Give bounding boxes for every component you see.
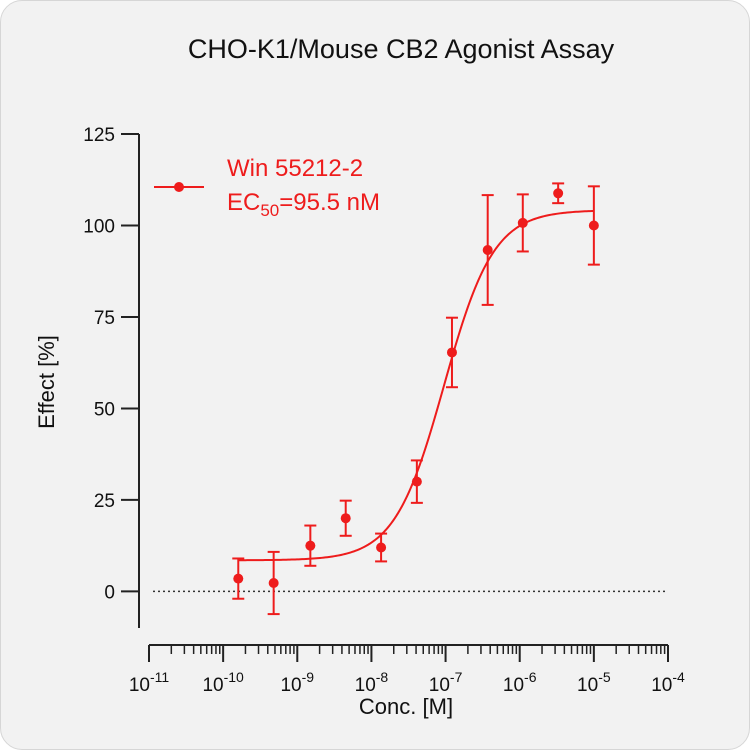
x-tick-exponent: -5 [598, 669, 611, 685]
x-tick-label: 10-5 [577, 669, 611, 696]
x-tick-label: 10-9 [280, 669, 314, 696]
y-tick-label: 100 [83, 216, 115, 237]
x-tick-label: 10-10 [202, 669, 244, 696]
ec50-prefix: EC [227, 189, 260, 216]
x-tick-label: 10-8 [355, 669, 389, 696]
data-points [233, 188, 599, 588]
x-axis: 10-11 10-10 10-9 10-8 10-7 10-6 10-5 10-4 [129, 644, 685, 696]
x-tick-base: 10 [202, 675, 223, 696]
y-tick-label: 0 [104, 582, 115, 603]
data-point [553, 188, 564, 199]
data-point [268, 577, 279, 588]
y-axis-label: Effect [%] [34, 335, 59, 429]
x-tick-label: 10-4 [651, 669, 685, 696]
x-tick-exponent: -9 [302, 669, 315, 685]
x-tick-base: 10 [651, 675, 672, 696]
x-tick-base: 10 [129, 675, 150, 696]
x-tick-label: 10-7 [429, 669, 463, 696]
ec50-subscript: 50 [260, 201, 279, 220]
x-tick-exponent: -7 [450, 669, 463, 685]
x-axis-label: Conc. [M] [359, 694, 453, 719]
data-point [446, 347, 457, 358]
data-point [482, 244, 493, 255]
y-tick-label: 50 [94, 399, 115, 420]
data-point [588, 220, 599, 231]
x-tick-base: 10 [577, 675, 598, 696]
legend: Win 55212-2 EC50=95.5 nM [154, 155, 380, 220]
y-tick-label: 25 [94, 491, 115, 512]
fit-curve [238, 209, 594, 562]
data-point [340, 513, 351, 524]
legend-ec50-label: EC50=95.5 nM [227, 189, 380, 220]
y-tick-label: 75 [94, 308, 115, 329]
x-tick-exponent: -4 [672, 669, 685, 685]
legend-marker [174, 182, 184, 192]
data-point [376, 542, 387, 553]
x-tick-label: 10-6 [503, 669, 537, 696]
x-tick-base: 10 [429, 675, 450, 696]
data-point [517, 217, 528, 228]
x-tick-label: 10-11 [129, 669, 170, 696]
x-tick-exponent: -10 [224, 669, 244, 685]
ec50-value: =95.5 nM [279, 189, 380, 216]
data-point [233, 573, 244, 584]
y-axis: 0 25 50 75 100 125 [83, 125, 140, 628]
x-tick-base: 10 [355, 675, 376, 696]
x-tick-exponent: -8 [376, 669, 389, 685]
x-tick-exponent: -6 [524, 669, 537, 685]
x-tick-exponent: -11 [150, 669, 169, 685]
data-point [305, 540, 316, 551]
chart-title: CHO-K1/Mouse CB2 Agonist Assay [188, 34, 615, 64]
x-tick-base: 10 [280, 675, 301, 696]
x-tick-base: 10 [503, 675, 524, 696]
legend-series-label: Win 55212-2 [227, 155, 363, 182]
y-tick-label: 125 [83, 125, 115, 146]
error-bars [232, 182, 600, 616]
data-point [411, 476, 422, 487]
